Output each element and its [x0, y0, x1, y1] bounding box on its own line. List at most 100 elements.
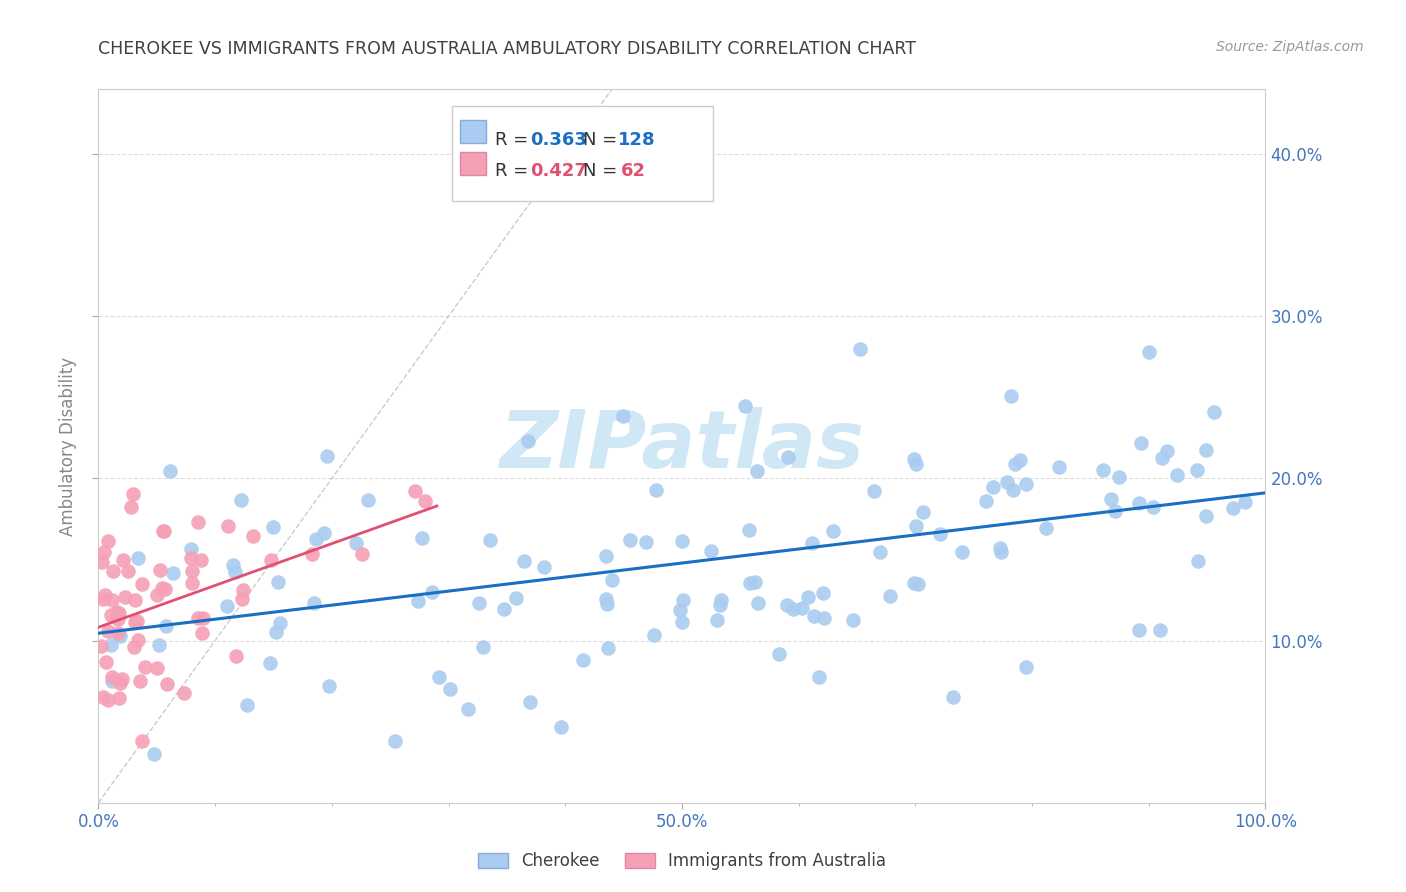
Point — [97, 692, 120, 706]
Text: 0.363: 0.363 — [530, 130, 588, 149]
Point — [782, 602, 804, 616]
Point — [1129, 436, 1152, 450]
Point — [596, 597, 619, 611]
Point — [420, 585, 443, 599]
Point — [105, 605, 128, 619]
Point — [108, 676, 131, 690]
Point — [669, 603, 692, 617]
Point — [124, 615, 146, 630]
Point — [942, 690, 965, 704]
Point — [97, 534, 120, 549]
Point — [797, 590, 820, 604]
Point — [190, 553, 212, 567]
Point — [1035, 521, 1057, 535]
Point — [384, 734, 406, 748]
Point — [94, 588, 117, 602]
Point — [357, 493, 380, 508]
Point — [1010, 452, 1032, 467]
Point — [181, 564, 204, 578]
Point — [517, 434, 540, 448]
Point — [91, 690, 114, 704]
Point — [636, 534, 658, 549]
Point — [472, 640, 495, 654]
Point — [1015, 659, 1038, 673]
Point — [127, 551, 149, 566]
Point — [301, 547, 323, 561]
Point — [808, 670, 831, 684]
FancyBboxPatch shape — [460, 152, 486, 175]
Point — [803, 608, 825, 623]
Point — [1139, 345, 1161, 359]
Point — [1204, 405, 1226, 419]
Point — [107, 626, 129, 640]
Point — [242, 528, 264, 542]
Point — [427, 670, 450, 684]
Point — [706, 613, 728, 627]
Point — [671, 533, 693, 548]
Point — [494, 601, 516, 615]
Point — [217, 599, 239, 613]
Point — [152, 524, 174, 539]
Point — [903, 452, 925, 467]
Point — [904, 458, 927, 472]
Point — [619, 533, 641, 547]
Point — [842, 613, 865, 627]
FancyBboxPatch shape — [460, 120, 486, 143]
Point — [1233, 495, 1256, 509]
Text: R =: R = — [495, 162, 534, 180]
Point — [1142, 500, 1164, 515]
Point — [1104, 503, 1126, 517]
Point — [315, 450, 337, 464]
Point — [671, 615, 693, 630]
Point — [862, 483, 884, 498]
Point — [912, 505, 935, 519]
Point — [100, 607, 122, 622]
Point — [129, 674, 152, 689]
Point — [187, 516, 209, 530]
Point — [108, 607, 131, 621]
Point — [152, 524, 174, 539]
Point — [950, 545, 973, 559]
Point — [100, 638, 122, 652]
Text: 0.427: 0.427 — [530, 162, 588, 180]
Point — [1128, 496, 1150, 510]
Point — [114, 590, 136, 604]
Legend: Cherokee, Immigrants from Australia: Cherokee, Immigrants from Australia — [471, 846, 893, 877]
Point — [127, 632, 149, 647]
Point — [260, 553, 283, 567]
Point — [709, 598, 731, 612]
Point — [225, 649, 247, 664]
Point — [811, 585, 834, 599]
Point — [1187, 554, 1209, 568]
FancyBboxPatch shape — [451, 105, 713, 202]
Point — [747, 464, 769, 478]
Text: N =: N = — [582, 162, 628, 180]
Point — [1004, 457, 1026, 471]
Point — [344, 535, 367, 549]
Point — [550, 720, 572, 734]
Point — [974, 494, 997, 508]
Point — [190, 625, 212, 640]
Point — [153, 582, 176, 597]
Point — [97, 624, 120, 638]
Point — [100, 670, 122, 684]
Point — [988, 541, 1011, 556]
Point — [173, 686, 195, 700]
Text: Source: ZipAtlas.com: Source: ZipAtlas.com — [1216, 40, 1364, 54]
Point — [124, 593, 146, 607]
Point — [90, 640, 112, 654]
Point — [734, 400, 756, 414]
Text: 128: 128 — [617, 130, 655, 149]
Point — [314, 525, 336, 540]
Point — [162, 566, 184, 581]
Point — [1166, 468, 1188, 483]
Point — [671, 592, 693, 607]
Point — [1194, 508, 1216, 523]
Point — [478, 533, 501, 547]
Point — [457, 702, 479, 716]
Point — [602, 573, 624, 587]
Point — [91, 592, 114, 607]
Text: R =: R = — [495, 130, 534, 149]
Point — [125, 615, 148, 629]
Point — [352, 547, 374, 561]
